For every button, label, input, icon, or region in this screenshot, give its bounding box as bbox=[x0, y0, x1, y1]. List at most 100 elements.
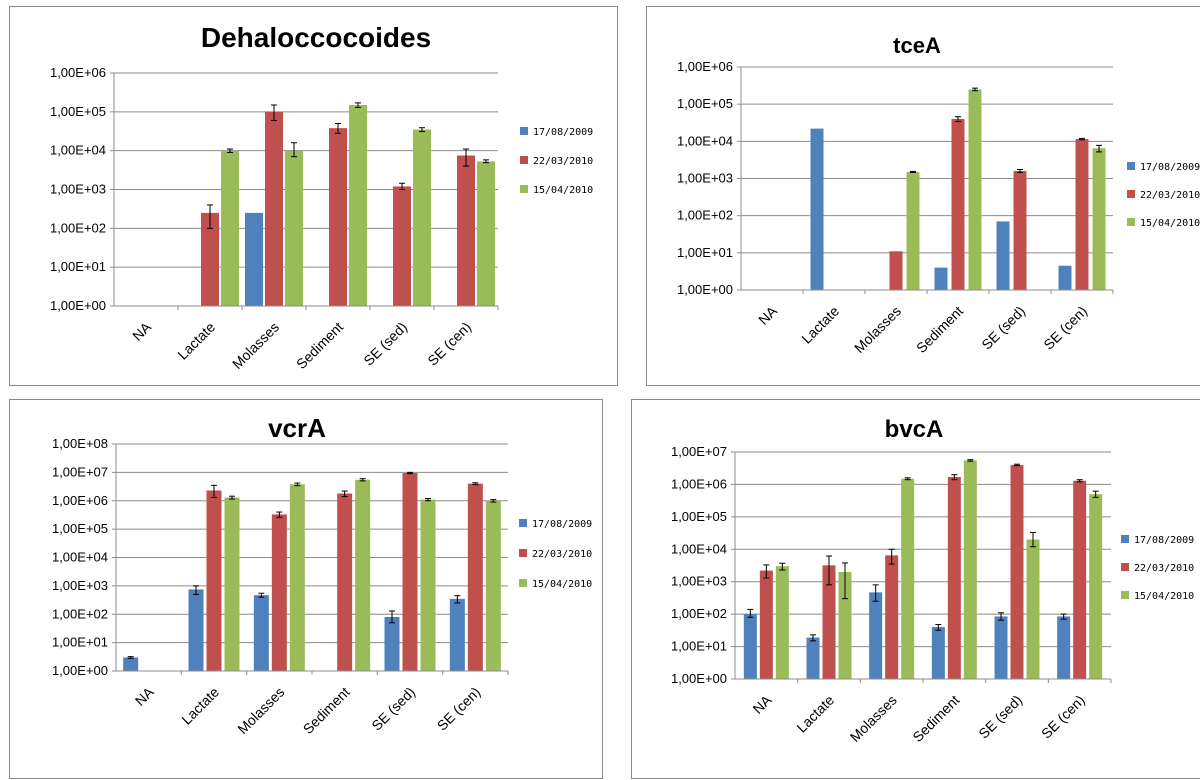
y-tick-label: 1,00E+03 bbox=[52, 578, 108, 593]
bar bbox=[457, 155, 475, 306]
bar bbox=[329, 128, 347, 306]
y-tick-label: 1,00E+07 bbox=[52, 464, 108, 479]
bar bbox=[934, 267, 948, 290]
legend-label: 15/04/2010 bbox=[533, 185, 593, 196]
bar bbox=[384, 616, 400, 671]
legend-swatch bbox=[519, 519, 527, 527]
y-tick-label: 1,00E+00 bbox=[677, 282, 733, 297]
y-tick-label: 1,00E+01 bbox=[50, 259, 106, 274]
bar bbox=[477, 161, 495, 306]
bar bbox=[355, 479, 371, 671]
bar bbox=[1058, 265, 1072, 290]
legend-label: 15/04/2010 bbox=[1134, 591, 1194, 602]
chart-panel-tcea: tceA 1,00E+00 1,00E+01 1,00E+02 1,00E+03 1,00… bbox=[646, 6, 1200, 386]
legend-swatch bbox=[1121, 591, 1129, 599]
bar bbox=[402, 473, 418, 671]
bar bbox=[485, 500, 501, 671]
x-tick-label: Molasses bbox=[847, 692, 900, 745]
chart-title: Dehaloccocoides bbox=[201, 22, 431, 53]
x-tick-label: NA bbox=[129, 318, 155, 344]
y-tick-label: 1,00E+05 bbox=[50, 104, 106, 119]
y-tick-label: 1,00E+02 bbox=[52, 606, 108, 621]
bar bbox=[810, 128, 824, 290]
bar bbox=[994, 616, 1008, 679]
bar bbox=[996, 221, 1010, 290]
y-tick-label: 1,00E+03 bbox=[677, 171, 733, 186]
bar bbox=[906, 171, 920, 290]
bar bbox=[838, 571, 852, 679]
y-tick-label: 1,00E+00 bbox=[52, 663, 108, 678]
bar bbox=[947, 476, 961, 679]
bar bbox=[271, 514, 287, 671]
y-tick-label: 1,00E+08 bbox=[52, 436, 108, 451]
y-tick-label: 1,00E+06 bbox=[52, 493, 108, 508]
y-tick-label: 1,00E+01 bbox=[671, 639, 727, 654]
bar bbox=[806, 637, 820, 679]
y-tick-label: 1,00E+02 bbox=[50, 220, 106, 235]
bar bbox=[822, 565, 836, 679]
x-tick-label: SE (sed) bbox=[975, 692, 1025, 742]
legend-label: 22/03/2010 bbox=[1134, 563, 1194, 574]
bar bbox=[420, 499, 436, 671]
x-tick-label: Sediment bbox=[913, 303, 966, 356]
y-tick-label: 1,00E+06 bbox=[677, 59, 733, 74]
bar bbox=[1010, 464, 1024, 679]
bar bbox=[1013, 170, 1027, 290]
legend-swatch bbox=[1127, 190, 1135, 198]
y-tick-label: 1,00E+03 bbox=[50, 182, 106, 197]
bar bbox=[1057, 616, 1071, 679]
bar bbox=[224, 497, 240, 671]
legend: 17/08/2009 22/03/2010 15/04/2010 bbox=[519, 519, 592, 590]
y-tick-label: 1,00E+05 bbox=[671, 509, 727, 524]
legend-swatch bbox=[519, 579, 527, 587]
x-tick-label: SE (sed) bbox=[368, 684, 418, 734]
bar bbox=[206, 490, 222, 671]
legend-label: 17/08/2009 bbox=[533, 127, 593, 138]
chart-panel-bvca: bvcA 1,00E+00 1,00E+01 1,00E+02 1,00E+03 1,00… bbox=[631, 399, 1200, 779]
chart-tcea: tceA 1,00E+00 1,00E+01 1,00E+02 1,00E+03 1,00… bbox=[677, 33, 1200, 356]
legend-swatch bbox=[1127, 218, 1135, 226]
legend-label: 22/03/2010 bbox=[1140, 190, 1200, 201]
legend: 17/08/2009 22/03/2010 15/04/2010 bbox=[1127, 162, 1200, 229]
y-tick-label: 1,00E+04 bbox=[671, 541, 727, 556]
bar bbox=[885, 555, 899, 679]
x-tick-label: Lactate bbox=[178, 684, 222, 728]
legend-label: 15/04/2010 bbox=[1140, 218, 1200, 229]
bar bbox=[901, 478, 915, 679]
y-tick-label: 1,00E+01 bbox=[677, 245, 733, 260]
bar bbox=[449, 598, 465, 671]
bar bbox=[289, 484, 305, 671]
chart-title: tceA bbox=[893, 33, 941, 58]
y-tick-label: 1,00E+06 bbox=[50, 65, 106, 80]
legend-label: 17/08/2009 bbox=[532, 519, 592, 530]
x-tick-label: Lactate bbox=[174, 319, 218, 363]
chart-panel-vcra: vcrA 1,00E+00 1,00E+01 1,00E+02 1,00E+03 1,00… bbox=[9, 399, 603, 779]
x-tick-label: SE (cen) bbox=[434, 684, 484, 734]
bar bbox=[968, 89, 982, 291]
legend-label: 17/08/2009 bbox=[1140, 162, 1200, 173]
y-tick-label: 1,00E+07 bbox=[671, 444, 727, 459]
bar bbox=[123, 657, 139, 671]
legend: 17/08/2009 22/03/2010 15/04/2010 bbox=[1121, 535, 1194, 602]
chart-vcra: vcrA 1,00E+00 1,00E+01 1,00E+02 1,00E+03 1,00… bbox=[52, 413, 592, 737]
bar bbox=[931, 627, 945, 679]
x-tick-label: Lactate bbox=[798, 303, 842, 347]
bar bbox=[951, 118, 965, 290]
bar bbox=[743, 614, 757, 679]
x-tick-label: Sediment bbox=[293, 319, 346, 372]
bar bbox=[1092, 148, 1106, 290]
bar bbox=[393, 186, 411, 306]
bar bbox=[889, 251, 903, 290]
bar bbox=[245, 212, 263, 306]
bar bbox=[869, 592, 883, 679]
x-tick-label: Sediment bbox=[300, 684, 353, 737]
bar bbox=[1073, 480, 1087, 679]
chart-title: bvcA bbox=[885, 416, 944, 443]
legend-swatch bbox=[519, 549, 527, 557]
y-tick-label: 1,00E+02 bbox=[671, 606, 727, 621]
x-tick-label: Molasses bbox=[229, 319, 282, 372]
legend: 17/08/2009 22/03/2010 15/04/2010 bbox=[520, 127, 593, 196]
y-tick-label: 1,00E+03 bbox=[671, 574, 727, 589]
bar bbox=[413, 129, 431, 306]
x-tick-label: NA bbox=[755, 302, 781, 328]
